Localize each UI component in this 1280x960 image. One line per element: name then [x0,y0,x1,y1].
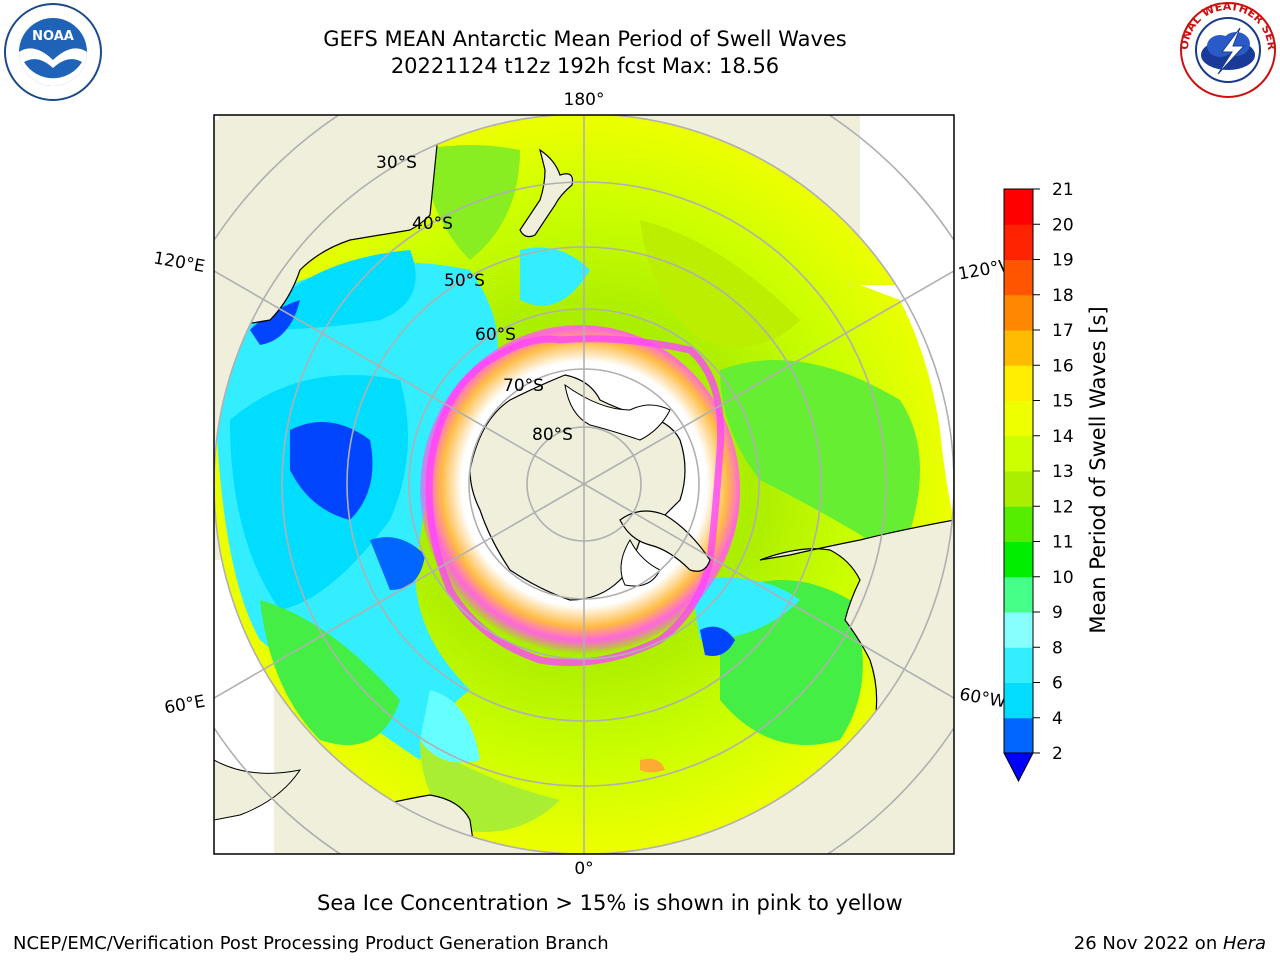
lon-label-60w: 60°W [958,685,1008,713]
meridians [214,115,954,854]
nws-logo-icon: NATIONAL WEATHER SERVICE [1178,0,1278,98]
colorbar-bin [1004,506,1033,542]
lat-label-60s: 60°S [475,325,516,345]
colorbar-bin [1004,224,1033,260]
footer-date: 26 Nov 2022 on Hera [1074,933,1266,954]
colorbar-tick-label: 6 [1052,674,1063,694]
colorbar-tick-label: 8 [1052,638,1063,658]
sea-ice-note: Sea Ice Concentration > 15% is shown in … [317,891,903,915]
colorbar-tick-label: 4 [1052,709,1063,729]
footer-date-text: 26 Nov 2022 on [1073,933,1223,954]
colorbar-tick-label: 17 [1052,321,1074,341]
colorbar-bin [1004,471,1033,507]
colorbar-bin [1004,400,1033,437]
colorbar-bin [1004,682,1033,719]
colorbar-bin [1004,541,1033,578]
colorbar-tick-label: 16 [1052,356,1074,376]
colorbar-tick-label: 14 [1052,427,1074,447]
lat-label-70s: 70°S [503,376,544,396]
colorbar-bin [1004,576,1033,613]
colorbar-tick-label: 11 [1052,533,1074,553]
lat-label-50s: 50°S [444,271,485,291]
colorbar-tick-label: 2 [1052,744,1063,764]
colorbar: 2 4 6 8 9 10 11 12 13 14 15 16 17 18 19 20 21 [1003,180,1074,783]
colorbar-tick-label: 20 [1052,215,1074,235]
colorbar-bin [1004,612,1033,648]
colorbar-tick-label: 9 [1052,603,1063,623]
colorbar-tick-label: 19 [1052,251,1074,271]
colorbar-bin [1004,259,1033,296]
colorbar-bin [1004,435,1033,472]
colorbar-bin [1004,189,1033,225]
colorbar-tick-label: 12 [1052,497,1074,517]
colorbar-bin [1004,647,1033,683]
chart-title: GEFS MEAN Antarctic Mean Period of Swell… [323,27,847,51]
colorbar-bin [1004,717,1033,754]
lon-label-0: 0° [574,859,593,879]
colorbar-tick-label: 13 [1052,462,1074,482]
map-area: 30°S 40°S 50°S 60°S 70°S 80°S [214,115,954,854]
colorbar-label: Mean Period of Swell Waves [s] [1086,306,1110,633]
chart-subtitle: 20221124 t12z 192h fcst Max: 18.56 [390,54,780,78]
colorbar-tick-label: 15 [1052,392,1074,412]
lat-label-80s: 80°S [532,425,573,445]
colorbar-tick-label: 18 [1052,286,1074,306]
noaa-logo-icon: NOAA [4,3,102,101]
noaa-logo-text: NOAA [32,29,74,44]
lat-label-40s: 40°S [412,214,453,234]
lon-label-180: 180° [564,90,605,110]
footer-credit: NCEP/EMC/Verification Post Processing Pr… [13,933,609,954]
lat-label-30s: 30°S [376,153,417,173]
colorbar-extend-low [1003,752,1034,783]
colorbar-tick-label: 21 [1052,180,1074,200]
colorbar-bin [1004,365,1033,401]
lon-label-120e: 120°E [152,248,206,277]
map-frame [213,114,955,855]
colorbar-bin [1004,330,1033,366]
footer-host: Hera [1222,933,1266,954]
colorbar-tick-label: 10 [1052,568,1074,588]
lon-label-60e: 60°E [163,692,207,719]
colorbar-bin [1004,294,1033,331]
